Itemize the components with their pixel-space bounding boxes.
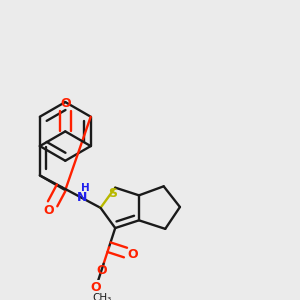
Text: O: O (96, 264, 107, 277)
Text: O: O (128, 248, 138, 262)
Text: N: N (76, 191, 87, 204)
Text: O: O (44, 204, 54, 218)
Text: O: O (90, 281, 101, 294)
Text: H: H (81, 183, 90, 193)
Text: CH₃: CH₃ (92, 293, 112, 300)
Text: S: S (109, 187, 118, 200)
Text: O: O (60, 97, 70, 110)
